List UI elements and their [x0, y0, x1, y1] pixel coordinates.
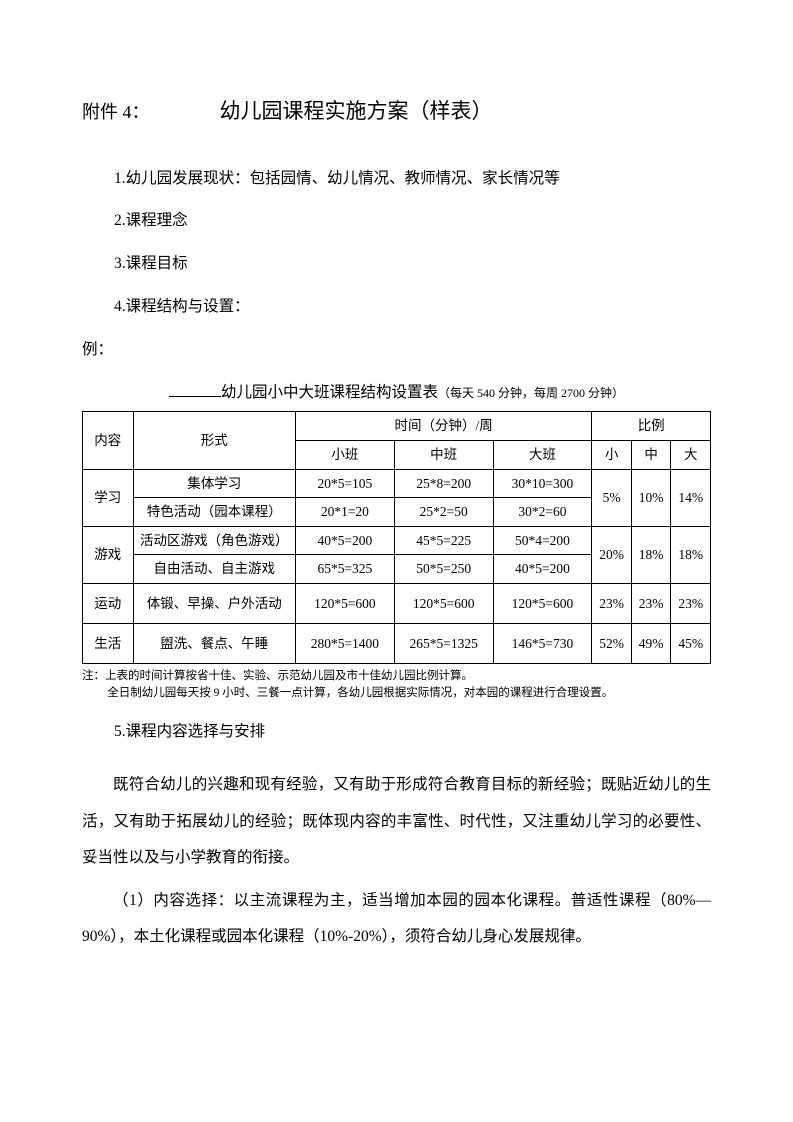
cell-study-label: 学习	[83, 469, 134, 526]
th-ratio: 比例	[592, 412, 711, 441]
cell: 25*2=50	[394, 498, 493, 527]
cell: 30*2=60	[493, 498, 592, 527]
attachment-label: 附件 4：	[82, 98, 150, 127]
cell: 23%	[592, 583, 632, 623]
th-mid-class: 中班	[394, 440, 493, 469]
th-ratio-s: 小	[592, 440, 632, 469]
table-row: 学习 集体学习 20*5=105 25*8=200 30*10=300 5% 1…	[83, 469, 711, 498]
cell: 20*1=20	[295, 498, 394, 527]
section-5-heading: 5.课程内容选择与安排	[114, 720, 711, 745]
cell: 50*4=200	[493, 526, 592, 555]
cell: 23%	[631, 583, 671, 623]
th-form: 形式	[133, 412, 295, 469]
cell: 18%	[671, 526, 711, 583]
main-title: 幼儿园课程实施方案（样表）	[220, 95, 493, 129]
curriculum-table: 内容 形式 时间（分钟）/周 比例 小班 中班 大班 小 中 大 学习 集体学习…	[82, 411, 711, 664]
cell: 20%	[592, 526, 632, 583]
cell: 265*5=1325	[394, 623, 493, 663]
cell-life-form: 盥洗、餐点、午睡	[133, 623, 295, 663]
cell-game-label: 游戏	[83, 526, 134, 583]
cell: 45*5=225	[394, 526, 493, 555]
outline-item-1: 1.幼儿园发展现状：包括园情、幼儿情况、教师情况、家长情况等	[114, 167, 711, 192]
cell: 18%	[631, 526, 671, 583]
cell-game-form-1: 活动区游戏（角色游戏）	[133, 526, 295, 555]
table-caption-main: 幼儿园小中大班课程结构设置表	[221, 384, 438, 401]
cell: 25*8=200	[394, 469, 493, 498]
cell: 65*5=325	[295, 555, 394, 584]
th-ratio-m: 中	[631, 440, 671, 469]
cell-game-form-2: 自由活动、自主游戏	[133, 555, 295, 584]
cell-sport-form: 体锻、早操、户外活动	[133, 583, 295, 623]
cell: 120*5=600	[394, 583, 493, 623]
body-paragraph-1: 既符合幼儿的兴趣和现有经验，又有助于形成符合教育目标的新经验；既贴近幼儿的生活，…	[82, 767, 711, 876]
table-row: 运动 体锻、早操、户外活动 120*5=600 120*5=600 120*5=…	[83, 583, 711, 623]
cell: 45%	[671, 623, 711, 663]
th-large-class: 大班	[493, 440, 592, 469]
notes-prefix: 注：	[82, 670, 105, 682]
example-label: 例：	[82, 338, 711, 363]
table-caption: 幼儿园小中大班课程结构设置表（每天 540 分钟，每周 2700 分钟）	[82, 381, 711, 406]
cell: 40*5=200	[493, 555, 592, 584]
table-row: 游戏 活动区游戏（角色游戏） 40*5=200 45*5=225 50*4=20…	[83, 526, 711, 555]
cell: 146*5=730	[493, 623, 592, 663]
outline-item-2: 2.课程理念	[114, 209, 711, 234]
th-small-class: 小班	[295, 440, 394, 469]
table-row: 生活 盥洗、餐点、午睡 280*5=1400 265*5=1325 146*5=…	[83, 623, 711, 663]
cell: 30*10=300	[493, 469, 592, 498]
header-line: 附件 4： 幼儿园课程实施方案（样表）	[82, 95, 711, 129]
cell-life-label: 生活	[83, 623, 134, 663]
cell: 5%	[592, 469, 632, 526]
th-ratio-l: 大	[671, 440, 711, 469]
cell-study-form-2: 特色活动（园本课程）	[133, 498, 295, 527]
blank-underline	[169, 396, 221, 397]
th-time: 时间（分钟）/周	[295, 412, 591, 441]
table-header-row-1: 内容 形式 时间（分钟）/周 比例	[83, 412, 711, 441]
cell: 120*5=600	[493, 583, 592, 623]
notes-line-2: 全日制幼儿园每天按 9 小时、三餐一点计算，各幼儿园根据实际情况，对本园的课程进…	[107, 687, 613, 699]
cell: 14%	[671, 469, 711, 526]
cell: 23%	[671, 583, 711, 623]
outline-list: 1.幼儿园发展现状：包括园情、幼儿情况、教师情况、家长情况等 2.课程理念 3.…	[114, 167, 711, 320]
outline-item-4: 4.课程结构与设置：	[114, 295, 711, 320]
th-content: 内容	[83, 412, 134, 469]
cell: 10%	[631, 469, 671, 526]
cell-sport-label: 运动	[83, 583, 134, 623]
table-notes: 注：上表的时间计算按省十佳、实验、示范幼儿园及市十佳幼儿园比例计算。 全日制幼儿…	[82, 668, 711, 703]
cell: 20*5=105	[295, 469, 394, 498]
cell: 49%	[631, 623, 671, 663]
cell: 50*5=250	[394, 555, 493, 584]
cell-study-form-1: 集体学习	[133, 469, 295, 498]
body-paragraph-2: （1）内容选择：以主流课程为主，适当增加本园的园本化课程。普适性课程（80%—9…	[82, 883, 711, 956]
cell: 280*5=1400	[295, 623, 394, 663]
outline-item-3: 3.课程目标	[114, 252, 711, 277]
cell: 52%	[592, 623, 632, 663]
cell: 120*5=600	[295, 583, 394, 623]
notes-line-1: 上表的时间计算按省十佳、实验、示范幼儿园及市十佳幼儿园比例计算。	[105, 670, 473, 682]
table-caption-note: （每天 540 分钟，每周 2700 分钟）	[438, 386, 624, 400]
cell: 40*5=200	[295, 526, 394, 555]
